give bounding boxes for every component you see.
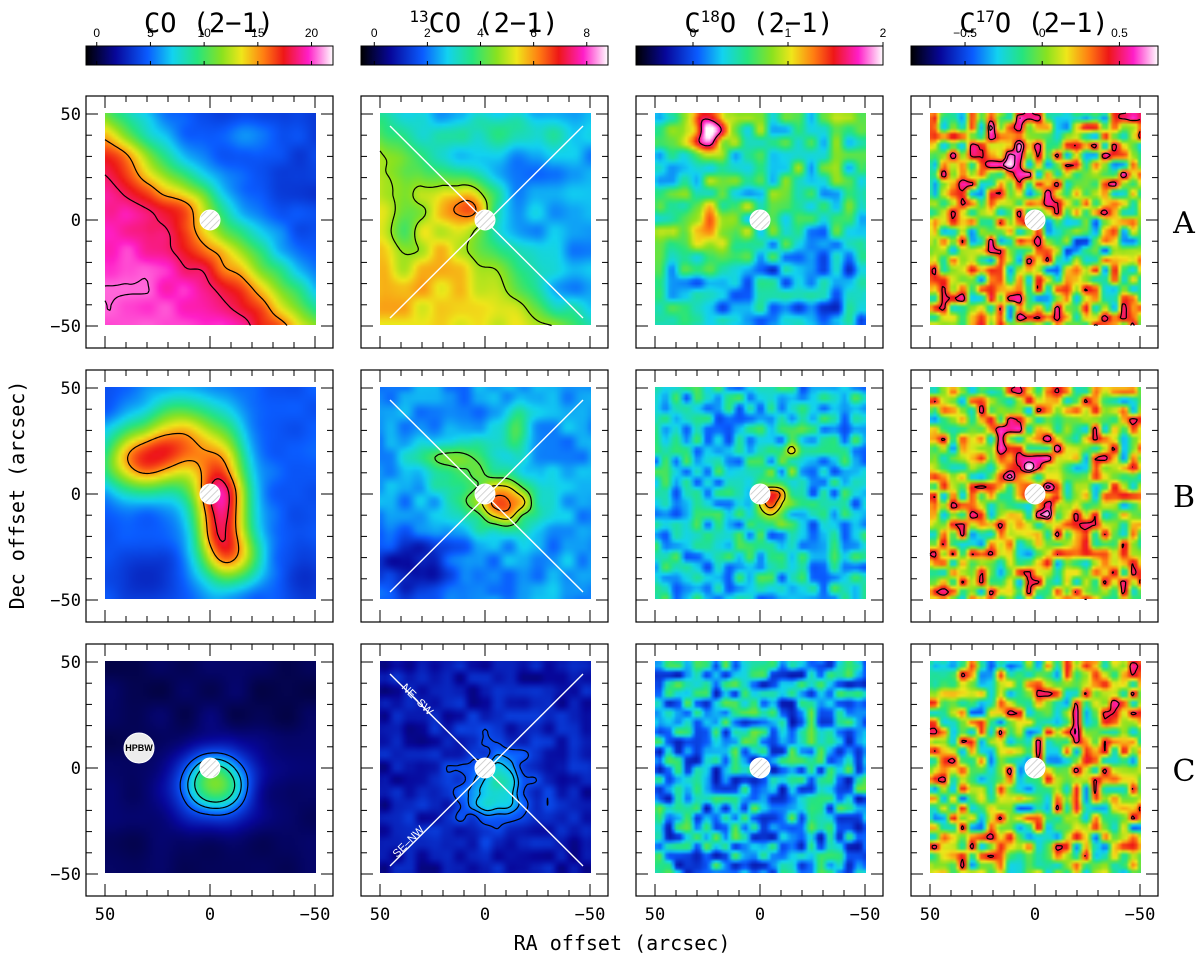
x-tick-label: −50 xyxy=(575,905,606,925)
x-tick-label: 50 xyxy=(370,905,390,925)
colorbar-tick-label: 0 xyxy=(93,26,100,40)
colorbar-c17o: −0.5 0 0.5 xyxy=(910,26,1159,66)
y-tick-label: −50 xyxy=(50,865,81,885)
y-tick-label: 0 xyxy=(71,211,81,231)
y-tick-label: 50 xyxy=(61,653,81,673)
beam-marker xyxy=(1024,483,1046,505)
colorbar-c18o: 0 1 2 xyxy=(635,26,887,66)
contour-line xyxy=(929,386,1141,601)
hpbw-label: HPBW xyxy=(125,743,153,753)
hpbw-circle xyxy=(123,732,155,764)
row-label-c: C xyxy=(1173,754,1196,789)
column-title-13co: 13CO (2−1) xyxy=(409,7,558,39)
beam-marker xyxy=(199,209,221,231)
x-tick-label: −50 xyxy=(300,905,331,925)
colorbar-gradient xyxy=(910,45,1159,66)
contour-line xyxy=(989,117,1022,170)
colorbar-tick-label: 1 xyxy=(785,26,792,40)
x-tick-label: 0 xyxy=(205,905,215,925)
contour-line xyxy=(445,728,549,830)
colorbar-gradient xyxy=(85,45,334,66)
beam-marker xyxy=(1024,757,1046,779)
beam-marker xyxy=(749,757,771,779)
beam-marker xyxy=(199,483,221,505)
y-tick-label: 0 xyxy=(71,759,81,779)
contour-line xyxy=(104,174,251,326)
panel-c-co: HPBW 50 0 −50 50 0 −50 xyxy=(50,643,334,925)
contour-line xyxy=(434,451,532,527)
x-tick-label: −50 xyxy=(850,905,881,925)
colorbar-tick-label: 5 xyxy=(147,26,154,40)
colorbar-tick-label: 0 xyxy=(1039,26,1046,40)
colorbar-13co: 0 2 4 6 8 xyxy=(360,26,609,66)
contour-line xyxy=(179,752,249,816)
contour-line xyxy=(104,139,288,326)
panel-b-13co xyxy=(360,369,609,623)
x-tick-label: −50 xyxy=(1125,905,1156,925)
panel-b-c17o xyxy=(910,369,1159,623)
colorbar-tick-label: 6 xyxy=(530,26,537,40)
colorbar-co: 0 5 10 15 20 xyxy=(85,26,334,66)
x-tick-label: 50 xyxy=(920,905,940,925)
y-tick-label: 50 xyxy=(61,105,81,125)
colorbar-tick-label: 2 xyxy=(424,26,431,40)
column-title-co: CO (2−1) xyxy=(144,8,274,39)
colorbar-tick-label: 0 xyxy=(690,26,697,40)
contour-line xyxy=(1006,461,1051,518)
beam-marker xyxy=(1024,209,1046,231)
panel-c-c17o: 50 0 −50 xyxy=(910,643,1159,925)
colorbar-gradient xyxy=(360,45,609,66)
panel-b-c18o xyxy=(635,369,884,623)
contour-line xyxy=(698,118,722,147)
x-axis-label: RA offset (arcsec) xyxy=(514,931,731,955)
contour-line xyxy=(1074,728,1077,735)
panel-b-co: 50 0 −50 xyxy=(50,369,334,623)
colorbar-tick-label: 8 xyxy=(583,26,590,40)
colorbar-tick-label: 2 xyxy=(880,26,887,40)
panel-c-c18o: 50 0 −50 xyxy=(635,643,884,925)
x-tick-label: 50 xyxy=(95,905,115,925)
contour-line xyxy=(929,662,1141,869)
beam-marker xyxy=(474,757,496,779)
beam-marker xyxy=(749,209,771,231)
colorbar-tick-label: 15 xyxy=(251,26,265,40)
y-tick-label: −50 xyxy=(50,591,81,611)
y-tick-label: 50 xyxy=(61,379,81,399)
x-tick-label: 0 xyxy=(1030,905,1040,925)
colorbar-tick-label: 10 xyxy=(197,26,211,40)
beam-marker xyxy=(749,483,771,505)
colorbar-tick-label: 0.5 xyxy=(1111,26,1128,40)
beam-marker xyxy=(474,483,496,505)
colorbar-tick-label: −0.5 xyxy=(953,26,977,40)
panel-a-c17o xyxy=(910,95,1159,349)
panel-a-c18o xyxy=(635,95,884,349)
colorbar-tick-label: 0 xyxy=(371,26,378,40)
column-title-c17o: C17O (2−1) xyxy=(959,7,1108,39)
colorbar-tick-label: 4 xyxy=(477,26,484,40)
row-label-b: B xyxy=(1173,480,1195,515)
colorbar-tick-label: 20 xyxy=(305,26,319,40)
contour-line xyxy=(209,478,230,543)
contour-line xyxy=(453,199,477,218)
beam-marker xyxy=(199,757,221,779)
beam-marker xyxy=(474,209,496,231)
colorbars: 0 5 10 15 20 0 2 4 6 8 0 1 2 −0.5 0 0.5 xyxy=(85,26,1159,66)
x-tick-label: 50 xyxy=(645,905,665,925)
panel-a-co: 50 0 −50 xyxy=(50,95,334,349)
colorbar-gradient xyxy=(635,45,884,66)
row-label-a: A xyxy=(1172,206,1195,241)
column-title-c18o: C18O (2−1) xyxy=(684,7,833,39)
y-tick-label: −50 xyxy=(50,317,81,337)
y-tick-label: 0 xyxy=(71,485,81,505)
contour-line xyxy=(104,277,150,312)
x-tick-label: 0 xyxy=(755,905,765,925)
panel-a-13co xyxy=(360,95,609,349)
y-axis-label: Dec offset (arcsec) xyxy=(5,381,29,610)
x-tick-label: 0 xyxy=(480,905,490,925)
